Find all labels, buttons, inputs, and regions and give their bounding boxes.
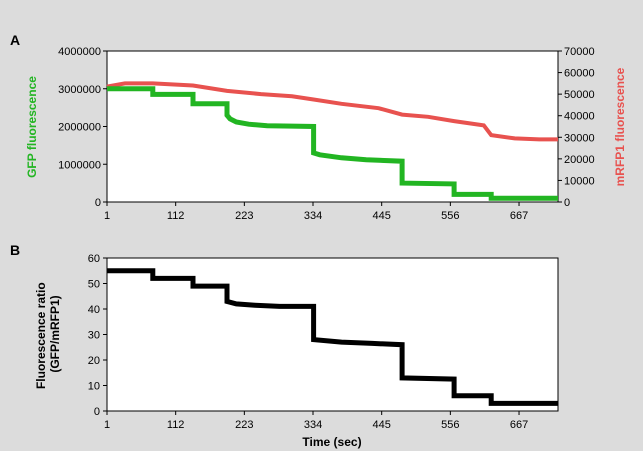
panel-b-plot-area	[106, 257, 559, 412]
panel-a-right-y-ticks: 0 10000 20000 30000 40000 50000 60000 70000	[558, 46, 595, 209]
x-tick-label: 556	[441, 210, 459, 222]
y-tick-label: 20	[88, 355, 100, 367]
x-tick-label: 334	[304, 210, 322, 222]
x-tick-label: 445	[373, 419, 391, 431]
x-tick-label: 556	[441, 419, 459, 431]
right-y-tick-label: 70000	[564, 46, 595, 58]
left-y-tick-label: 2000000	[58, 122, 101, 134]
y-tick-label: 30	[88, 330, 100, 342]
y-tick-label: 0	[94, 406, 100, 418]
left-y-tick-label: 3000000	[58, 84, 101, 96]
right-y-tick-label: 50000	[564, 89, 595, 101]
panel-b-series	[107, 268, 558, 406]
x-tick-label: 223	[235, 210, 253, 222]
x-tick-label: 334	[304, 419, 322, 431]
x-tick-label: 1	[104, 419, 110, 431]
panel-a-series	[106, 81, 558, 201]
x-tick-label: 112	[167, 210, 185, 222]
right-y-tick-label: 0	[564, 197, 570, 209]
x-tick-label: 445	[373, 210, 391, 222]
panel-b-x-ticks: 1 112 223 334 445 556 667	[104, 411, 528, 431]
y-tick-label: 10	[88, 381, 100, 393]
x-tick-label: 667	[510, 419, 528, 431]
x-tick-label: 667	[510, 210, 528, 222]
panel-a-x-ticks: 1 112 223 334 445 556 667	[104, 202, 528, 222]
left-y-tick-label: 1000000	[58, 159, 101, 171]
x-tick-label: 223	[235, 419, 253, 431]
right-y-tick-label: 60000	[564, 68, 595, 80]
ratio-axis-title-line1: Fluorescence ratio	[34, 282, 48, 389]
mrfp1-series-line	[106, 81, 558, 142]
y-tick-label: 40	[88, 304, 100, 316]
panel-b-letter: B	[10, 242, 20, 258]
panel-a-letter: A	[10, 32, 20, 48]
ratio-axis-title: Fluorescence ratio (GFP/mRFP1)	[34, 279, 62, 389]
ratio-axis-title-line2: (GFP/mRFP1)	[48, 295, 62, 372]
ratio-series-line	[107, 268, 558, 406]
panel-b-chart: B 1 112 223 334 445 556 667 0 10 20 30 40 50 60 Fluo…	[10, 242, 559, 449]
right-y-tick-label: 40000	[564, 111, 595, 123]
panel-b-y-ticks: 0 10 20 30 40 50 60	[88, 253, 107, 418]
y-tick-label: 60	[88, 253, 100, 265]
gfp-axis-title: GFP fluorescence	[25, 76, 39, 178]
mrfp1-axis-title: mRFP1 fluorescence	[613, 67, 627, 186]
x-tick-label: 1	[104, 210, 110, 222]
time-axis-title: Time (sec)	[302, 435, 361, 449]
panel-a-plot-area	[106, 50, 559, 203]
x-tick-label: 112	[167, 419, 185, 431]
panel-a-left-y-ticks: 0 1000000 2000000 3000000 4000000	[58, 46, 107, 209]
right-y-tick-label: 10000	[564, 175, 595, 187]
right-y-tick-label: 30000	[564, 132, 595, 144]
y-tick-label: 50	[88, 279, 100, 291]
gfp-series-line	[107, 86, 558, 201]
left-y-tick-label: 4000000	[58, 46, 101, 58]
left-y-tick-label: 0	[95, 197, 101, 209]
right-y-tick-label: 20000	[564, 154, 595, 166]
